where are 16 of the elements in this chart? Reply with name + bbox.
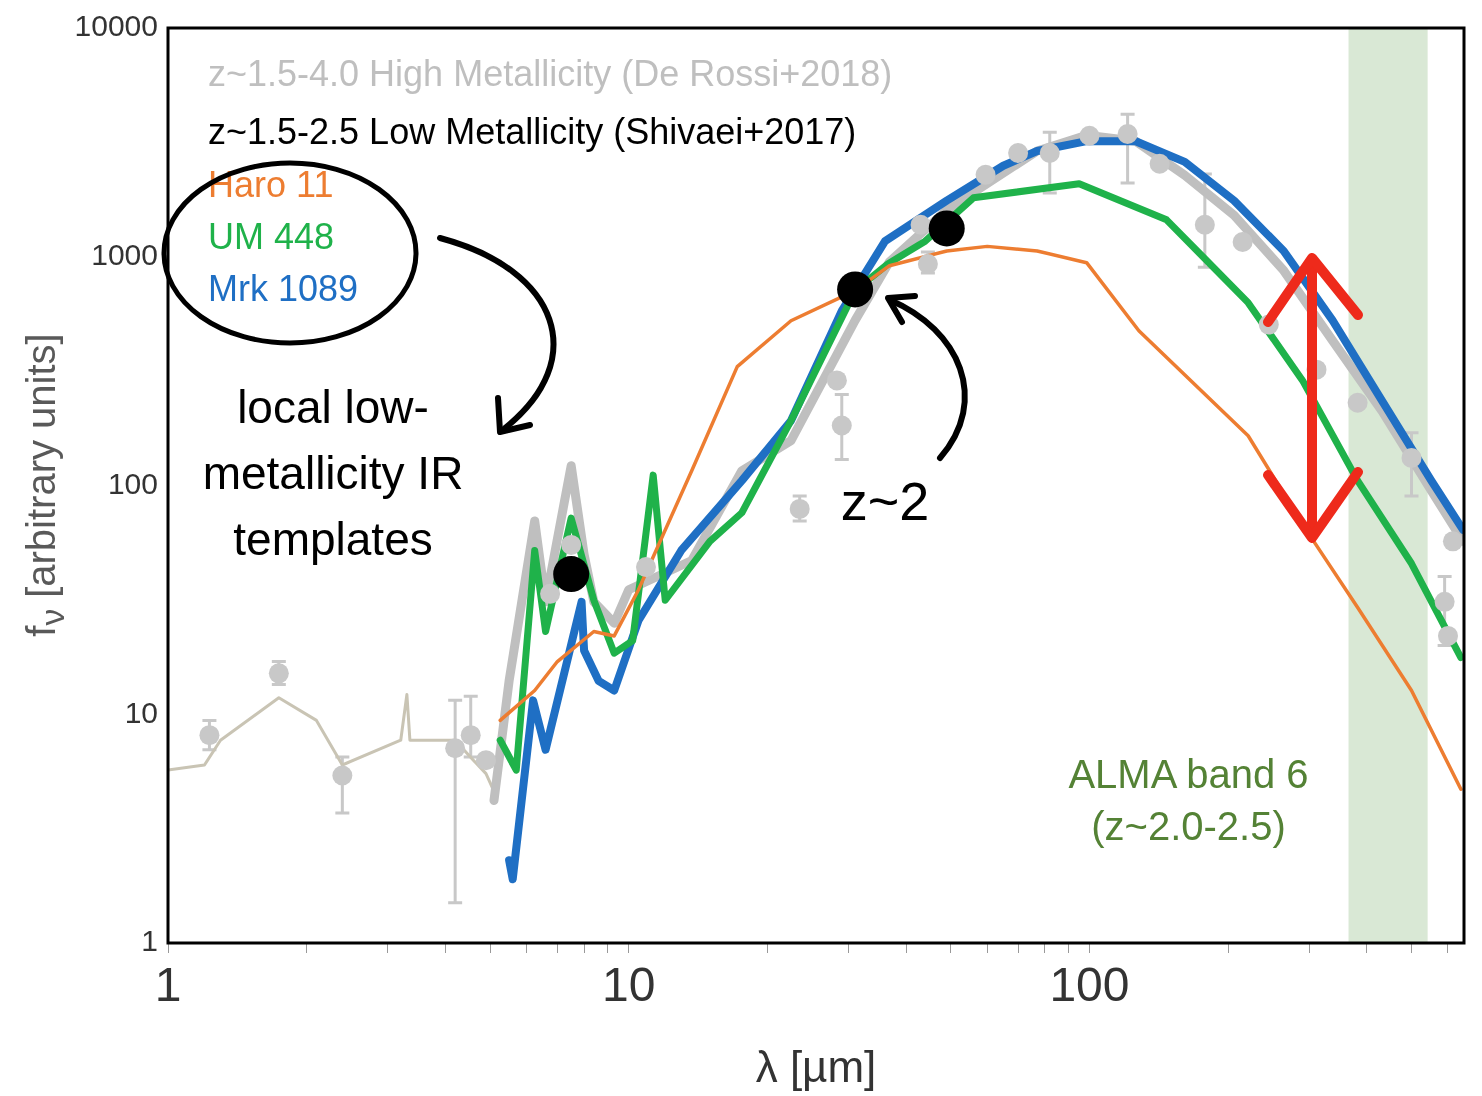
annotation: local low-metallicity IR templates [202, 380, 464, 565]
band-label: ALMA band 6 (z~2.0-2.5) [1068, 752, 1309, 849]
annotation: z~2 [840, 470, 930, 531]
y-tick-label: 1 [141, 924, 158, 958]
y-tick-label: 1000 [91, 238, 158, 272]
text: z~1.5-2.5 Low Metallicity (Shivaei+2017) [208, 110, 857, 152]
y-tick-label: 10 [124, 695, 158, 729]
text: UM 448 [208, 215, 335, 257]
y-tick-label: 10000 [74, 9, 158, 43]
x-tick-label: 100 [1049, 958, 1130, 1012]
y-tick-label: 100 [107, 466, 158, 500]
x-tick-label: 10 [602, 958, 656, 1012]
text: Mrk 1089 [208, 267, 359, 309]
text: z~1.5-4.0 High Metallicity (De Rossi+2018) [208, 52, 893, 94]
x-axis-title: λ [µm] [755, 1041, 877, 1091]
text: Haro 11 [208, 163, 334, 205]
